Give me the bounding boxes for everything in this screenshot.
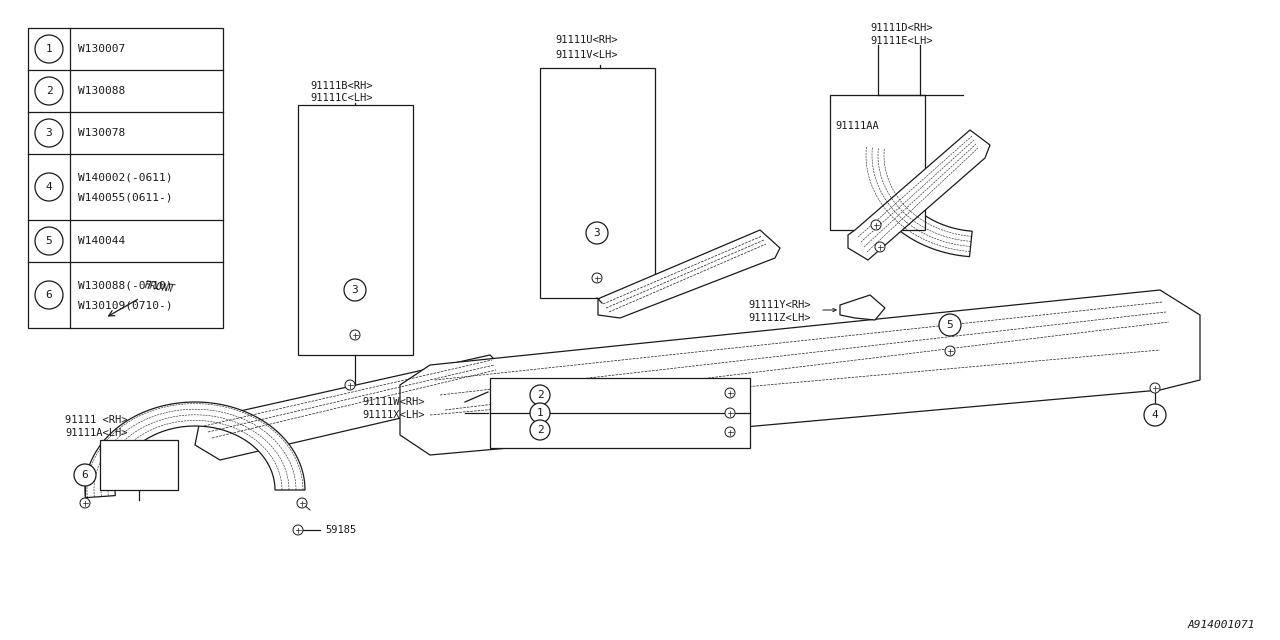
- Polygon shape: [598, 230, 780, 318]
- Text: 3: 3: [46, 128, 52, 138]
- Text: 91111 <RH>: 91111 <RH>: [65, 415, 128, 425]
- Circle shape: [35, 77, 63, 105]
- Text: 91111E<LH>: 91111E<LH>: [870, 36, 933, 46]
- Circle shape: [876, 242, 884, 252]
- Circle shape: [593, 273, 602, 283]
- Text: 59185: 59185: [325, 525, 356, 535]
- Circle shape: [344, 279, 366, 301]
- Text: W130078: W130078: [78, 128, 125, 138]
- Text: 91111Z<LH>: 91111Z<LH>: [748, 313, 810, 323]
- Text: 91111AA: 91111AA: [835, 121, 879, 131]
- Text: 4: 4: [1152, 410, 1158, 420]
- Circle shape: [586, 222, 608, 244]
- Circle shape: [81, 498, 90, 508]
- Polygon shape: [84, 402, 305, 498]
- Text: 1: 1: [46, 44, 52, 54]
- Text: FRONT: FRONT: [143, 280, 175, 294]
- Text: W140055(0611-): W140055(0611-): [78, 192, 173, 202]
- Text: 91111V<LH>: 91111V<LH>: [556, 50, 617, 60]
- Text: 6: 6: [82, 470, 88, 480]
- Circle shape: [1149, 383, 1160, 393]
- Circle shape: [349, 330, 360, 340]
- Circle shape: [530, 420, 550, 440]
- Text: 1: 1: [536, 408, 544, 418]
- Circle shape: [530, 385, 550, 405]
- Circle shape: [724, 427, 735, 437]
- Text: 91111U<RH>: 91111U<RH>: [556, 35, 617, 45]
- Text: W130007: W130007: [78, 44, 125, 54]
- Text: 5: 5: [947, 320, 954, 330]
- Text: 5: 5: [46, 236, 52, 246]
- Polygon shape: [195, 355, 509, 460]
- Circle shape: [35, 227, 63, 255]
- Circle shape: [35, 119, 63, 147]
- Polygon shape: [860, 146, 972, 257]
- Polygon shape: [401, 290, 1201, 455]
- Text: W130088: W130088: [78, 86, 125, 96]
- Text: A914001071: A914001071: [1188, 620, 1254, 630]
- Text: 91111X<LH>: 91111X<LH>: [362, 410, 425, 420]
- Circle shape: [940, 314, 961, 336]
- Text: 3: 3: [594, 228, 600, 238]
- Circle shape: [74, 464, 96, 486]
- Text: 2: 2: [536, 390, 544, 400]
- Circle shape: [35, 281, 63, 309]
- Bar: [829, 95, 925, 230]
- Bar: [100, 440, 178, 490]
- Circle shape: [346, 380, 355, 390]
- Text: 2: 2: [46, 86, 52, 96]
- Text: W130088(-0710): W130088(-0710): [78, 280, 173, 290]
- Bar: [540, 68, 655, 298]
- Circle shape: [1144, 404, 1166, 426]
- Text: 91111B<RH>: 91111B<RH>: [310, 81, 372, 91]
- Polygon shape: [849, 130, 989, 260]
- Circle shape: [724, 388, 735, 398]
- Circle shape: [530, 403, 550, 423]
- Text: 91111D<RH>: 91111D<RH>: [870, 23, 933, 33]
- Circle shape: [297, 498, 307, 508]
- Bar: [28, 28, 223, 328]
- Text: 91111A<LH>: 91111A<LH>: [65, 428, 128, 438]
- Text: 6: 6: [46, 290, 52, 300]
- Polygon shape: [840, 295, 884, 320]
- Circle shape: [293, 525, 303, 535]
- Text: 91111Y<RH>: 91111Y<RH>: [748, 300, 810, 310]
- Circle shape: [870, 220, 881, 230]
- Bar: [490, 378, 750, 448]
- Circle shape: [35, 173, 63, 201]
- Text: W140044: W140044: [78, 236, 125, 246]
- Circle shape: [35, 35, 63, 63]
- Bar: [298, 105, 413, 355]
- Text: 4: 4: [46, 182, 52, 192]
- Text: W130109(0710-): W130109(0710-): [78, 300, 173, 310]
- Circle shape: [945, 346, 955, 356]
- Text: 91111C<LH>: 91111C<LH>: [310, 93, 372, 103]
- Text: 2: 2: [536, 425, 544, 435]
- Text: 3: 3: [352, 285, 358, 295]
- Text: W140002(-0611): W140002(-0611): [78, 172, 173, 182]
- Circle shape: [724, 408, 735, 418]
- Text: 91111W<RH>: 91111W<RH>: [362, 397, 425, 407]
